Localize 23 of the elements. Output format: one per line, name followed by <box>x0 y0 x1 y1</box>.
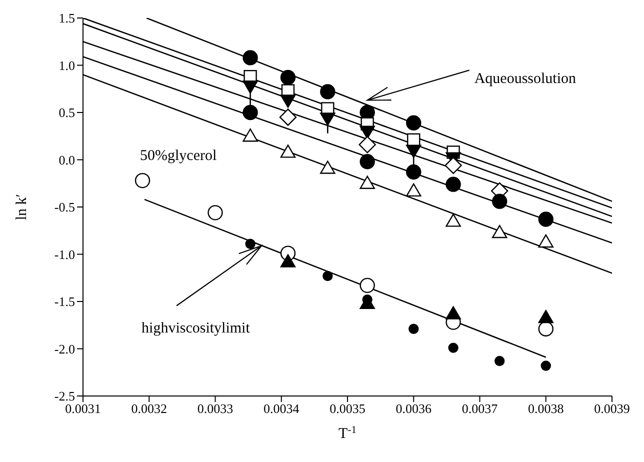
x-tick-label: 0.0039 <box>594 401 630 416</box>
x-tick-label: 0.0031 <box>65 401 101 416</box>
y-tick-label: 1.5 <box>58 10 75 26</box>
x-tick-label: 0.0033 <box>197 401 234 416</box>
x-tick-label: 0.0036 <box>396 401 432 416</box>
x-axis-title: T$^{-1}$ <box>338 424 356 442</box>
x-tick-label: 0.0038 <box>528 401 564 416</box>
y-tick-label: -1.5 <box>54 294 75 310</box>
y-tick-label: -0.5 <box>54 200 75 215</box>
x-tick-label: 0.0035 <box>330 401 366 416</box>
annotation: highviscositylimit <box>142 320 251 337</box>
y-tick-label: -2.5 <box>54 388 75 404</box>
annotation: Aqueoussolution <box>474 71 577 88</box>
y-tick-label: -2.0 <box>54 341 75 356</box>
x-tick-label: 0.0037 <box>462 401 498 416</box>
x-tick-label: 0.0032 <box>131 401 167 416</box>
x-tick-label: 0.0034 <box>264 401 300 416</box>
y-tick-label: 1.0 <box>58 58 75 73</box>
y-tick-label: 0.0 <box>58 152 75 168</box>
y-tick-label: -1.0 <box>54 246 75 262</box>
y-axis-title: ln k′ <box>14 194 30 220</box>
y-tick-label: 0.5 <box>58 105 75 120</box>
annotation: 50%glycerol <box>140 148 217 164</box>
